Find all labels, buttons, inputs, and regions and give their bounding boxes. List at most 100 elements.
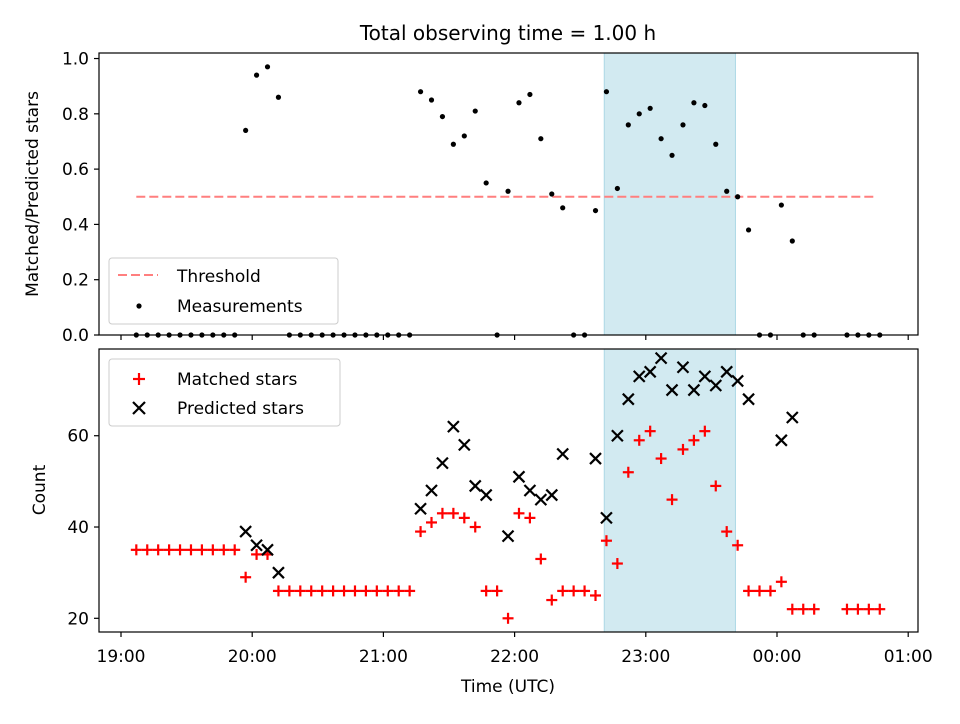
predicted-star-point [654, 351, 668, 365]
bottom-legend-box [108, 358, 341, 427]
predicted-star-point [250, 538, 263, 552]
predicted-star-point [589, 452, 602, 465]
measurement-point [680, 122, 686, 128]
matched-star-point [283, 585, 295, 597]
matched-star-point [229, 544, 241, 556]
predicted-star-point [556, 447, 569, 461]
measurement-point [275, 94, 282, 100]
predicted-star-point [501, 529, 515, 543]
legend-measurements-label: Measurements [177, 297, 303, 317]
predicted-star-point [709, 379, 723, 392]
matched-star-point [294, 585, 306, 597]
matched-star-point [152, 544, 164, 556]
bottom-axes-frame [98, 348, 919, 633]
bottom-y-axis-label: Count [30, 464, 50, 515]
matched-star-point [732, 539, 744, 551]
predicted-star-point [731, 374, 744, 388]
top-y-axis-label: Matched/Predicted stars [23, 91, 43, 297]
bottom-y-axis: 20 40 60 [67, 427, 99, 629]
count-points [130, 351, 886, 624]
matched-star-point [557, 585, 569, 597]
x-tick-label: 22:00 [490, 647, 539, 667]
x-tick-label: 01:00 [884, 647, 933, 667]
matched-star-point [644, 425, 656, 437]
bottom-y-tick-label: 20 [67, 609, 89, 629]
predicted-star-point [775, 434, 788, 447]
predicted-star-point [611, 429, 624, 443]
predicted-star-point [261, 543, 274, 557]
predicted-star-point [622, 392, 635, 406]
bottom-x-axis: 19:00 20:00 21:00 22:00 23:00 00:00 01:00 [97, 632, 933, 667]
matched-star-point [546, 594, 558, 606]
measurement-point [560, 205, 566, 211]
x-tick-label: 21:00 [359, 647, 408, 667]
measurement-point [724, 188, 730, 194]
matched-star-point [272, 585, 284, 597]
matched-star-point [600, 535, 612, 547]
measurement-point [264, 64, 271, 70]
x-axis-label: Time (UTC) [460, 677, 555, 697]
matched-star-point [611, 558, 623, 570]
measurement-point [625, 122, 631, 128]
matched-star-point [141, 544, 153, 556]
legend-matched-swatch [133, 373, 145, 385]
matched-star-point [382, 585, 394, 597]
measurement-point [549, 191, 555, 197]
measurement-point [636, 111, 642, 117]
bottom-y-tick-label: 60 [67, 427, 89, 447]
top-panel: 0.0 0.2 0.4 0.6 0.8 1.0 Matched/Predicted sta… [23, 50, 919, 346]
matched-star-point [316, 585, 328, 597]
top-y-tick-label: 0.4 [62, 215, 89, 235]
top-y-tick-label: 0.2 [62, 271, 89, 291]
bottom-legend: Matched stars Predicted stars [108, 358, 341, 427]
bottom-panel: 20 40 60 19:00 20:00 21:00 22:00 23:00 00:00 01:… [30, 348, 933, 697]
x-tick-label: 00:00 [753, 647, 802, 667]
measurement-point [691, 100, 697, 106]
top-y-tick-label: 0.0 [62, 326, 89, 346]
matched-star-point [447, 507, 459, 519]
matched-star-point [775, 576, 787, 588]
measurement-point [669, 152, 675, 158]
matched-star-point [327, 585, 339, 597]
matched-star-point [436, 507, 448, 519]
matched-star-point [251, 548, 263, 560]
measurement-point [516, 100, 522, 106]
measurement-point [428, 97, 435, 103]
matched-star-point [426, 516, 438, 528]
matched-star-point [360, 585, 372, 597]
predicted-star-point [436, 456, 449, 470]
matched-star-point [874, 603, 886, 615]
measurement-point [538, 136, 544, 142]
measurement-point [253, 72, 260, 78]
legend-predicted-swatch [132, 401, 146, 415]
predicted-star-point [479, 488, 493, 502]
legend-matched-label: Matched stars [177, 370, 297, 390]
top-y-tick-label: 1.0 [62, 50, 89, 70]
top-y-tick-label: 0.6 [62, 160, 89, 180]
measurement-point [735, 194, 741, 200]
matched-star-point [535, 553, 547, 565]
measurement-point [417, 89, 424, 95]
matched-star-point [786, 603, 798, 615]
predicted-star-point [425, 484, 438, 497]
legend-threshold-label: Threshold [176, 267, 261, 287]
matched-star-point [185, 544, 197, 556]
x-tick-label: 19:00 [97, 647, 146, 667]
matched-star-point [480, 585, 492, 597]
matched-star-point [491, 585, 503, 597]
matched-star-point [174, 544, 186, 556]
matched-star-point [688, 434, 700, 446]
matched-star-point [218, 544, 230, 556]
matched-star-point [699, 425, 711, 437]
matched-star-point [240, 571, 252, 583]
matched-star-point [469, 521, 481, 533]
matched-star-point [721, 526, 733, 538]
predicted-star-point [676, 360, 690, 374]
matched-star-point [841, 603, 853, 615]
measurement-point [778, 202, 784, 208]
top-highlight-band [603, 52, 736, 336]
measurement-point [702, 102, 708, 109]
matched-star-point [415, 526, 427, 538]
bottom-y-tick-label: 40 [67, 518, 89, 538]
predicted-star-point [458, 438, 471, 452]
